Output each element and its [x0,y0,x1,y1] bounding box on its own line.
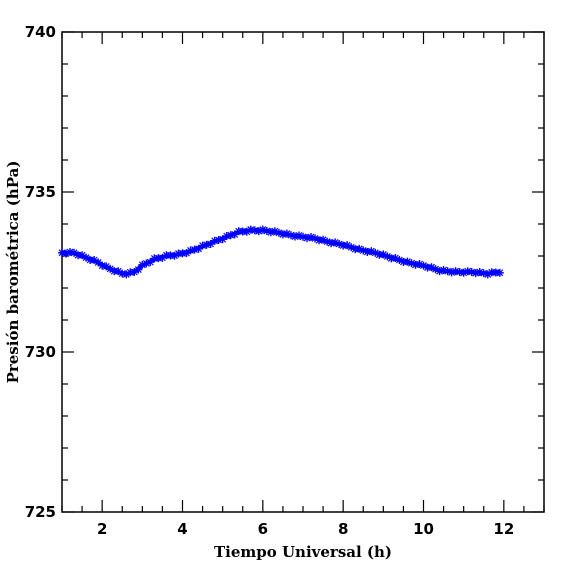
data-point-marker [134,265,143,274]
x-tick-label: 10 [413,520,434,538]
data-point-marker [495,268,504,277]
data-point-marker [475,268,484,276]
x-tick-label: 2 [97,520,107,538]
y-axis-label: Presión barométrica (hPa) [4,161,22,384]
y-tick-label: 730 [25,343,56,361]
x-axis-label: Tiempo Universal (h) [214,543,392,561]
x-tick-label: 6 [258,520,268,538]
data-point-marker [102,262,111,271]
data-point-marker [82,253,91,262]
tick-labels: 2 4 6 8 10 12 725 730 735 740 [25,23,515,538]
y-tick-label: 740 [25,23,56,41]
axis-ticks [61,31,545,513]
y-tick-label: 725 [25,503,56,521]
x-tick-label: 4 [177,520,187,538]
x-tick-label: 12 [493,520,514,538]
data-point-marker [218,235,227,244]
data-point-marker [106,264,115,273]
x-tick-label: 8 [338,520,348,538]
data-series [58,225,504,279]
y-tick-label: 735 [25,183,56,201]
data-point-marker [447,268,456,277]
data-point-marker [471,269,480,278]
data-point-marker [194,244,203,253]
